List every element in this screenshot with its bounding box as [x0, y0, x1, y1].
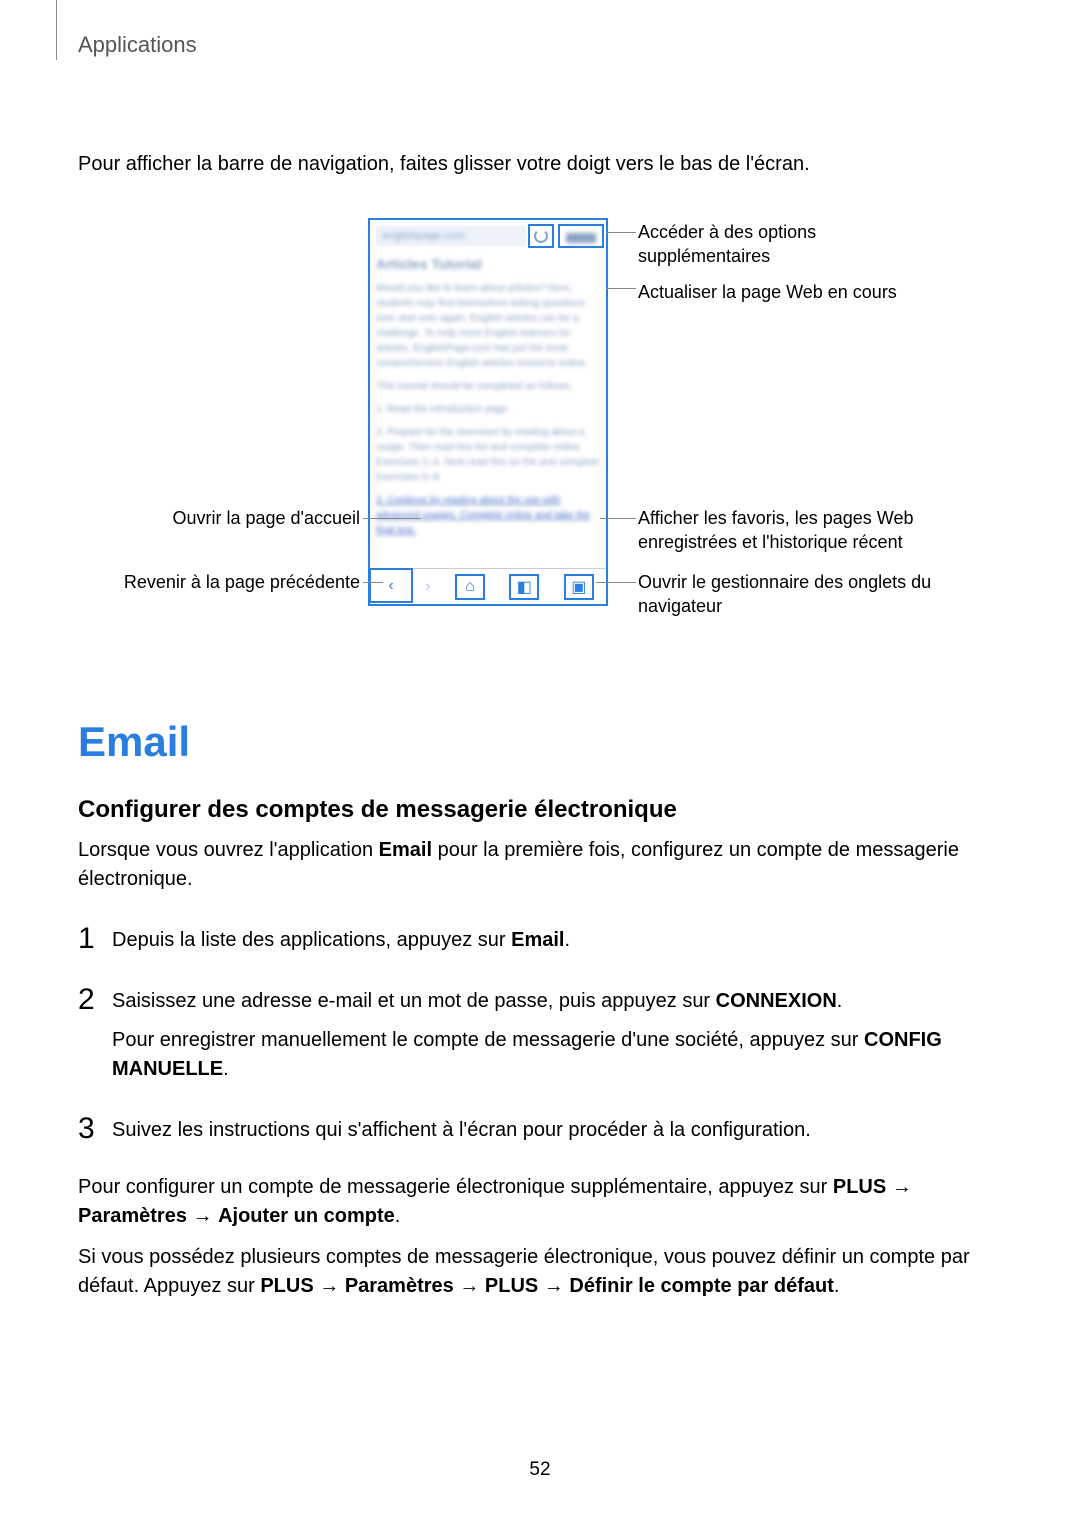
home-icon: ⌂	[465, 578, 475, 596]
page-content-blur: Articles Tutorial Would you like to lear…	[376, 254, 602, 546]
leader-line	[606, 288, 636, 289]
leader-line	[596, 582, 636, 583]
step-body: Saisissez une adresse e-mail et un mot d…	[112, 983, 998, 1084]
blur-item-1: 1. Read the introduction page.	[376, 402, 602, 417]
blur-item-3: 3. Continue by reading about the use wit…	[376, 493, 602, 538]
chevron-right-icon: ›	[425, 578, 430, 596]
more-button-highlight	[558, 224, 604, 248]
step-3: 3 Suivez les instructions qui s'affichen…	[78, 1112, 998, 1145]
step-list: 1 Depuis la liste des applications, appu…	[78, 922, 998, 1145]
bookmark-button-highlight: ◧	[509, 574, 539, 600]
url-text: englishpage.com	[376, 226, 526, 246]
email-heading: Email	[78, 718, 998, 766]
home-button-highlight: ⌂	[455, 574, 485, 600]
email-subheading: Configurer des comptes de messagerie éle…	[78, 796, 998, 824]
step-number: 1	[78, 922, 112, 955]
intro-paragraph: Pour afficher la barre de navigation, fa…	[78, 150, 998, 178]
header-section-label: Applications	[78, 32, 197, 58]
step-2: 2 Saisissez une adresse e-mail et un mot…	[78, 983, 998, 1084]
phone-mockup: englishpage.com Articles Tutorial Would …	[368, 218, 608, 606]
back-button-highlight: ‹	[369, 568, 413, 603]
refresh-icon	[534, 229, 548, 243]
bookmark-icon: ◧	[517, 577, 532, 597]
browser-diagram: englishpage.com Articles Tutorial Would …	[78, 218, 998, 658]
leader-line	[600, 518, 636, 519]
callout-back: Revenir à la page précédente	[78, 570, 360, 594]
blur-para-1: Would you like to learn about articles? …	[376, 281, 602, 371]
refresh-button-highlight	[528, 224, 554, 248]
blur-item-2: 2. Prepare for the exercises by reading …	[376, 425, 602, 485]
main-content: Pour afficher la barre de navigation, fa…	[78, 150, 998, 1301]
url-bar: englishpage.com	[376, 226, 526, 246]
callout-bookmarks: Afficher les favoris, les pages Web enre…	[638, 506, 958, 555]
callout-more-options: Accéder à des options supplémentaires	[638, 220, 888, 269]
step-1: 1 Depuis la liste des applications, appu…	[78, 922, 998, 955]
bottom-nav: ‹ › ⌂ ◧ ▣	[370, 568, 606, 604]
left-margin-rule	[56, 0, 57, 60]
blur-para-2: This tutorial should be completed as fol…	[376, 379, 602, 394]
more-label-blur	[566, 233, 596, 243]
leader-line	[363, 582, 383, 583]
nav-rest: › ⌂ ◧ ▣	[413, 569, 606, 604]
email-intro: Lorsque vous ouvrez l'application Email …	[78, 836, 998, 894]
step-body: Depuis la liste des applications, appuye…	[112, 922, 570, 955]
chevron-left-icon: ‹	[388, 577, 393, 595]
step-body: Suivez les instructions qui s'affichent …	[112, 1112, 811, 1145]
callout-refresh: Actualiser la page Web en cours	[638, 280, 938, 304]
tabs-icon: ▣	[571, 577, 586, 597]
default-account-paragraph: Si vous possédez plusieurs comptes de me…	[78, 1243, 998, 1301]
callout-home: Ouvrir la page d'accueil	[78, 506, 360, 530]
tabs-button-highlight: ▣	[564, 574, 594, 600]
step-number: 2	[78, 983, 112, 1084]
page-number: 52	[0, 1459, 1080, 1481]
leader-line	[606, 232, 636, 233]
leader-line	[363, 518, 421, 519]
extra-account-paragraph: Pour configurer un compte de messagerie …	[78, 1173, 998, 1231]
callout-tabs: Ouvrir le gestionnaire des onglets du na…	[638, 570, 958, 619]
page-title-blur: Articles Tutorial	[376, 254, 602, 275]
step-number: 3	[78, 1112, 112, 1145]
